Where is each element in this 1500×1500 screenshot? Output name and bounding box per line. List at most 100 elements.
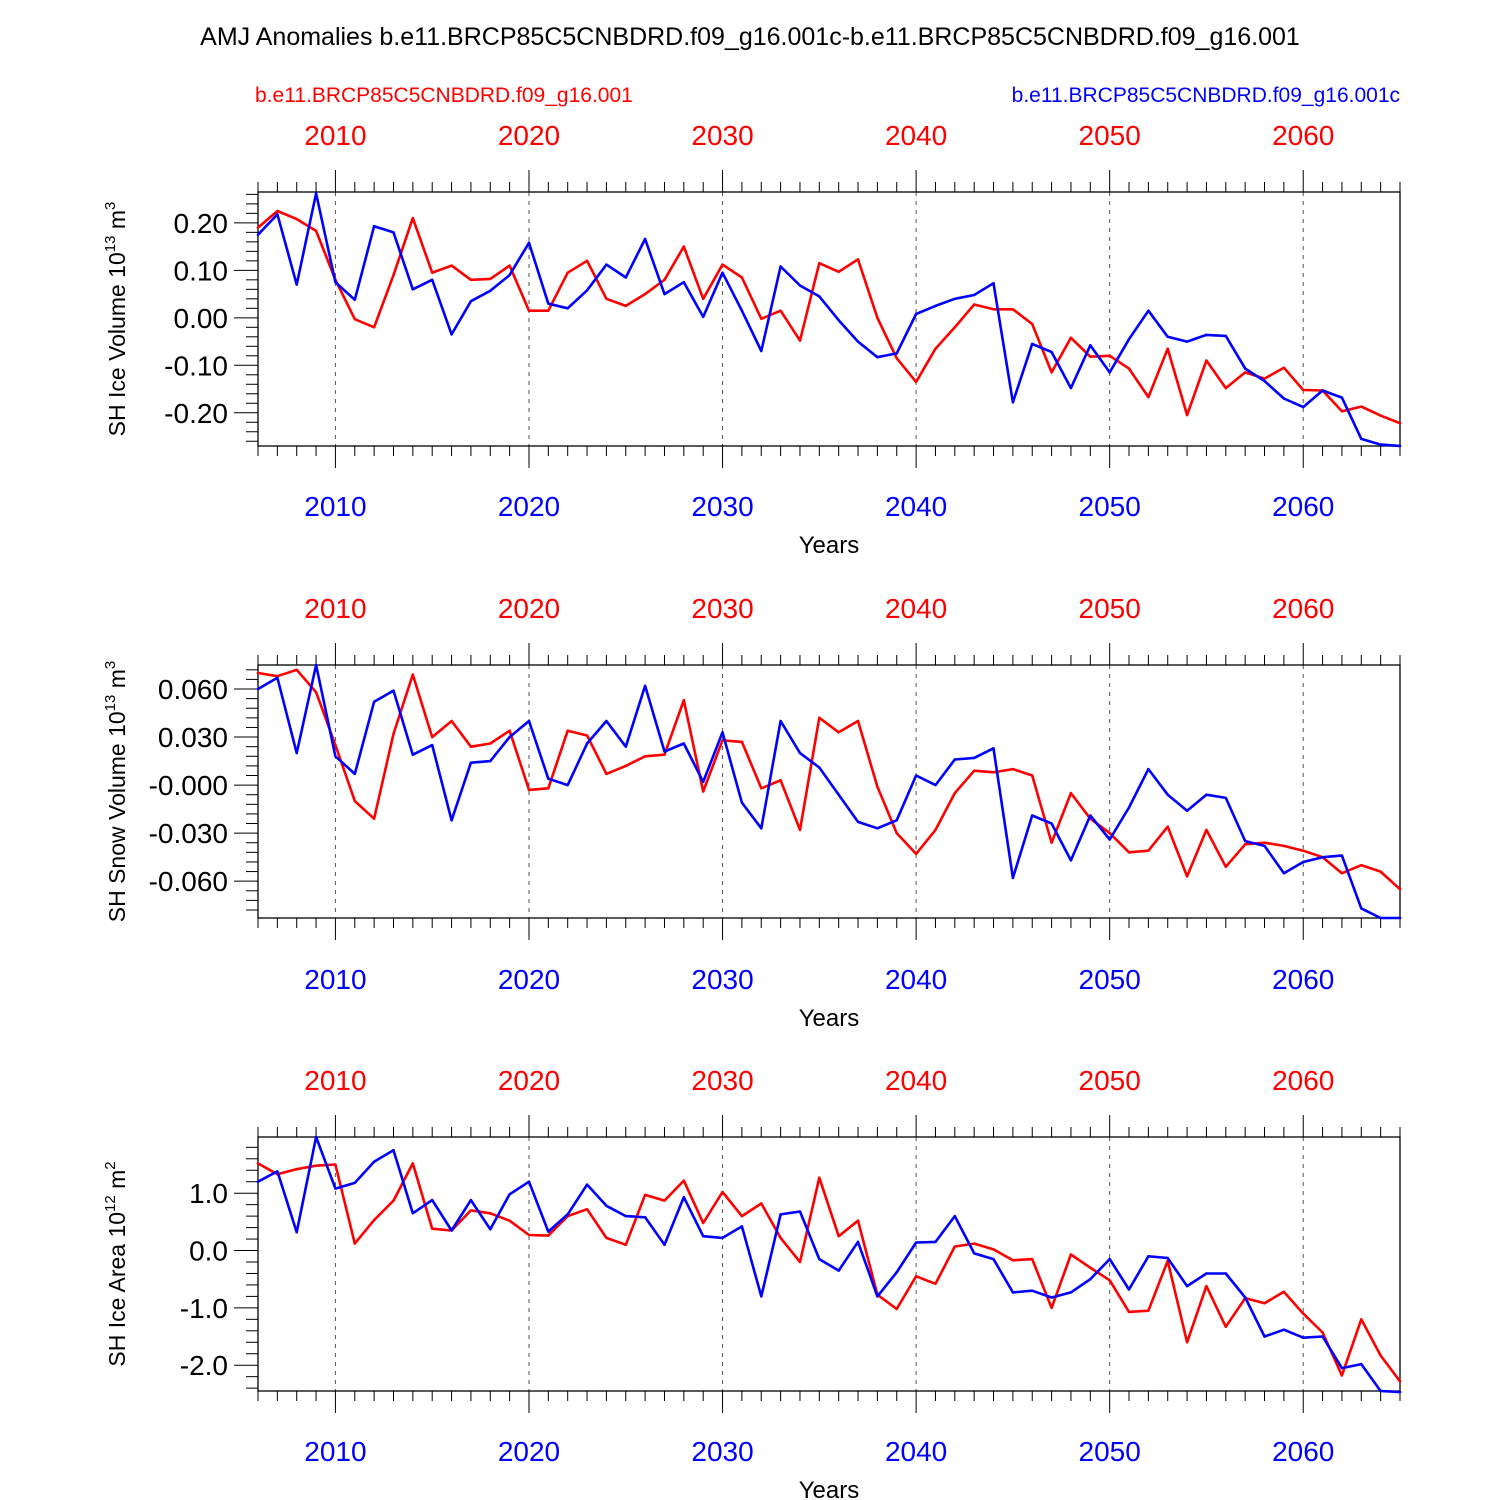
y-axis-title-unit: m — [104, 210, 130, 236]
data-point-blue — [1302, 405, 1305, 409]
data-point-red — [585, 1208, 589, 1211]
data-point-blue — [1360, 1362, 1363, 1366]
data-point-red — [779, 779, 782, 782]
data-point-blue — [469, 1198, 473, 1202]
data-point-blue — [856, 340, 860, 343]
data-point-blue — [876, 827, 879, 830]
data-point-red — [701, 1221, 705, 1225]
x-tick-label-top-2020: 2020 — [498, 593, 560, 624]
data-point-red — [1379, 1354, 1382, 1357]
data-point-blue — [701, 315, 705, 319]
data-point-red — [489, 742, 492, 745]
data-point-red — [353, 318, 356, 321]
series-line-blue — [256, 192, 1402, 448]
y-tick-label--0.030: -0.030 — [149, 818, 228, 849]
data-point-red — [856, 258, 860, 261]
data-point-red — [392, 1199, 395, 1202]
data-point-blue — [1185, 340, 1189, 343]
data-point-blue — [914, 1241, 918, 1244]
y-tick-label-0.00: 0.00 — [174, 303, 229, 334]
data-point-red — [450, 719, 453, 723]
series-line-red — [256, 668, 1402, 891]
y-axis-title-unit-exponent: 3 — [102, 661, 119, 669]
data-point-blue — [914, 774, 918, 777]
data-point-red — [547, 309, 550, 312]
data-point-red — [295, 1167, 298, 1171]
data-point-blue — [431, 743, 434, 747]
data-point-red — [914, 1275, 918, 1278]
data-point-blue — [914, 312, 918, 316]
data-point-blue — [1185, 1284, 1189, 1288]
series-line-red — [256, 1162, 1402, 1383]
data-point-blue — [1069, 386, 1073, 390]
data-point-red — [605, 297, 608, 301]
data-point-blue — [643, 1216, 647, 1219]
data-point-red — [372, 817, 376, 820]
data-point-blue — [1282, 871, 1286, 875]
data-point-blue — [1263, 1335, 1266, 1338]
x-tick-label-bottom-2030: 2030 — [691, 964, 753, 995]
data-point-red — [1302, 1312, 1305, 1315]
data-point-blue — [818, 1257, 821, 1261]
data-point-blue — [876, 1295, 879, 1298]
data-point-blue — [1050, 1296, 1053, 1299]
data-point-blue — [411, 753, 415, 756]
data-point-blue — [1379, 916, 1382, 920]
x-tick-label-top-2030: 2030 — [691, 593, 753, 624]
data-point-red — [1050, 1306, 1053, 1310]
data-point-blue — [1147, 309, 1150, 312]
x-tick-label-bottom-2040: 2040 — [885, 964, 947, 995]
data-point-red — [1360, 1318, 1363, 1321]
data-point-blue — [1127, 1288, 1131, 1291]
data-point-blue — [450, 333, 453, 336]
y-tick-label--2.0: -2.0 — [180, 1350, 228, 1381]
x-tick-label-bottom-2050: 2050 — [1079, 491, 1141, 522]
x-tick-label-top-2010: 2010 — [304, 120, 366, 151]
data-point-blue — [353, 298, 356, 301]
data-point-red — [876, 785, 879, 788]
x-axis-title: Years — [799, 1005, 860, 1032]
data-point-blue — [605, 263, 608, 266]
data-point-blue — [856, 820, 860, 824]
x-tick-label-bottom-2030: 2030 — [691, 491, 753, 522]
data-point-red — [760, 1202, 763, 1205]
data-point-blue — [1069, 1291, 1073, 1294]
data-point-red — [1263, 1302, 1266, 1305]
data-point-red — [934, 347, 937, 350]
data-point-blue — [1302, 1336, 1305, 1339]
data-point-blue — [1263, 379, 1266, 383]
data-point-red — [1224, 386, 1227, 390]
y-tick-label-0.030: 0.030 — [158, 722, 228, 753]
data-point-blue — [1050, 350, 1053, 354]
data-point-red — [547, 1234, 550, 1237]
data-point-blue — [1127, 806, 1131, 809]
data-point-blue — [489, 289, 492, 292]
y-tick-label-0.0: 0.0 — [189, 1236, 228, 1267]
x-tick-label-top-2020: 2020 — [498, 120, 560, 151]
y-axis-title-main: SH Ice Volume 10 — [104, 252, 130, 436]
data-point-red — [992, 308, 995, 311]
data-point-blue — [314, 663, 318, 667]
data-point-blue — [818, 295, 821, 298]
data-point-blue — [1050, 822, 1053, 825]
data-point-blue — [837, 1269, 840, 1272]
data-point-blue — [1108, 1257, 1111, 1261]
series-line-red — [256, 209, 1402, 425]
data-point-red — [1050, 371, 1053, 374]
data-point-red — [1011, 1259, 1015, 1262]
x-tick-label-bottom-2020: 2020 — [498, 1436, 560, 1467]
data-point-red — [411, 1162, 415, 1165]
data-point-red — [1127, 1310, 1131, 1314]
data-point-blue — [508, 735, 511, 739]
data-point-red — [1147, 395, 1150, 399]
data-point-red — [1340, 871, 1344, 875]
x-tick-label-top-2020: 2020 — [498, 1065, 560, 1096]
data-point-red — [914, 380, 918, 384]
data-point-blue — [411, 1212, 415, 1215]
data-point-red — [1205, 1284, 1208, 1288]
x-tick-label-top-2030: 2030 — [691, 1065, 753, 1096]
data-point-red — [276, 209, 279, 213]
data-point-blue — [547, 777, 550, 780]
y-axis-title-unit-exponent: 3 — [102, 202, 119, 210]
data-point-blue — [798, 751, 802, 755]
